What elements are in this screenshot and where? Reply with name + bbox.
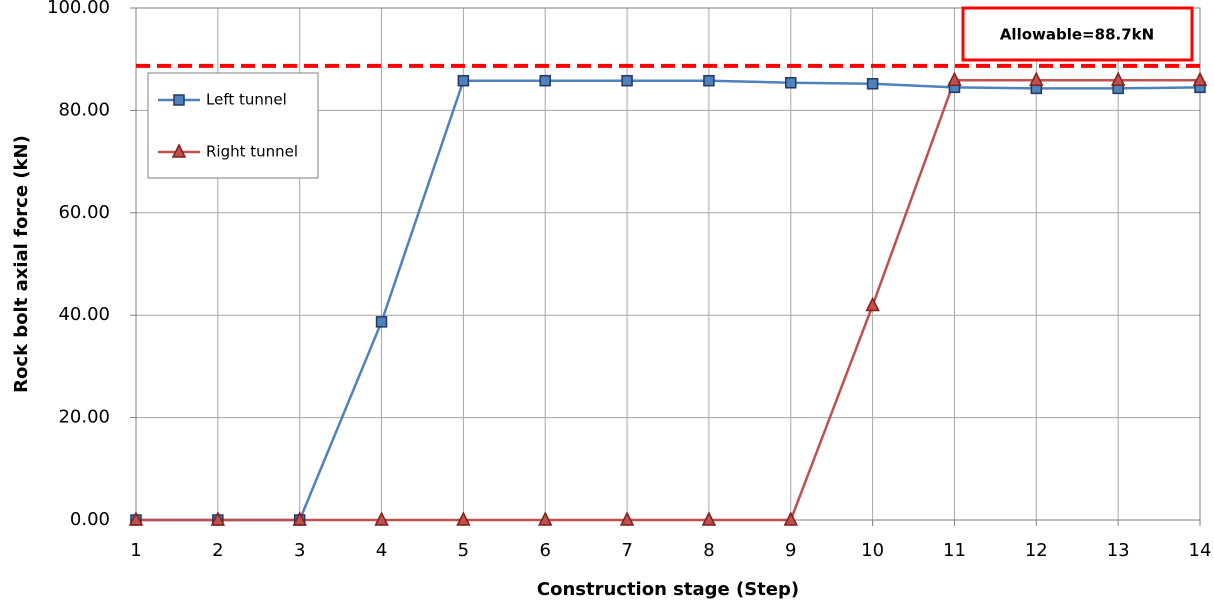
- x-tick-label: 10: [861, 540, 884, 561]
- marker: [456, 511, 471, 526]
- x-tick-label: 5: [458, 540, 469, 561]
- legend-marker: [173, 94, 185, 106]
- x-tick-label: 6: [540, 540, 551, 561]
- marker: [374, 511, 389, 526]
- x-tick-label: 2: [212, 540, 223, 561]
- y-tick-label: 80.00: [58, 99, 110, 120]
- marker: [1192, 71, 1208, 86]
- marker: [621, 74, 633, 87]
- y-axis-title: Rock bolt axial force (kN): [11, 135, 32, 393]
- legend-marker: [171, 143, 187, 158]
- x-tick-label: 7: [621, 540, 632, 561]
- y-tick-label: 60.00: [58, 202, 110, 223]
- y-tick-label: 0.00: [70, 509, 110, 530]
- marker: [457, 74, 470, 87]
- x-tick-label: 1: [130, 540, 141, 561]
- y-tick-label: 40.00: [58, 304, 110, 325]
- y-tick-label: 100.00: [47, 0, 110, 18]
- marker: [783, 511, 798, 526]
- marker: [538, 511, 553, 526]
- legend: Left tunnel Right tunnel: [147, 72, 319, 179]
- marker: [128, 511, 144, 526]
- marker: [1029, 71, 1044, 86]
- y-tick-label: 20.00: [58, 407, 110, 428]
- x-axis-title: Construction stage (Step): [537, 579, 799, 600]
- x-tick-label: 9: [785, 540, 796, 561]
- marker: [1110, 71, 1126, 86]
- marker: [703, 74, 715, 87]
- series-line: [136, 78, 1200, 522]
- marker: [865, 296, 880, 312]
- x-tick-label: 12: [1025, 540, 1048, 561]
- x-tick-label: 11: [943, 540, 966, 561]
- marker: [619, 511, 635, 526]
- legend-label: Left tunnel: [206, 91, 287, 109]
- marker: [701, 511, 717, 526]
- annotation: Allowable=88.7kN: [1000, 26, 1154, 44]
- legend-label: Right tunnel: [206, 143, 298, 161]
- marker: [375, 316, 388, 328]
- marker: [210, 511, 226, 526]
- marker: [947, 71, 962, 86]
- x-tick-label: 4: [376, 540, 387, 561]
- marker: [292, 511, 307, 526]
- x-tick-label: 13: [1107, 540, 1130, 561]
- marker: [866, 78, 879, 90]
- legend-box: [147, 72, 319, 179]
- marker: [785, 77, 797, 89]
- series-line: [136, 79, 1201, 522]
- x-tick-label: 8: [703, 540, 714, 561]
- annotation-box: [961, 6, 1194, 62]
- x-tick-label: 14: [1189, 540, 1212, 561]
- marker: [539, 74, 551, 87]
- x-tick-label: 3: [294, 540, 305, 561]
